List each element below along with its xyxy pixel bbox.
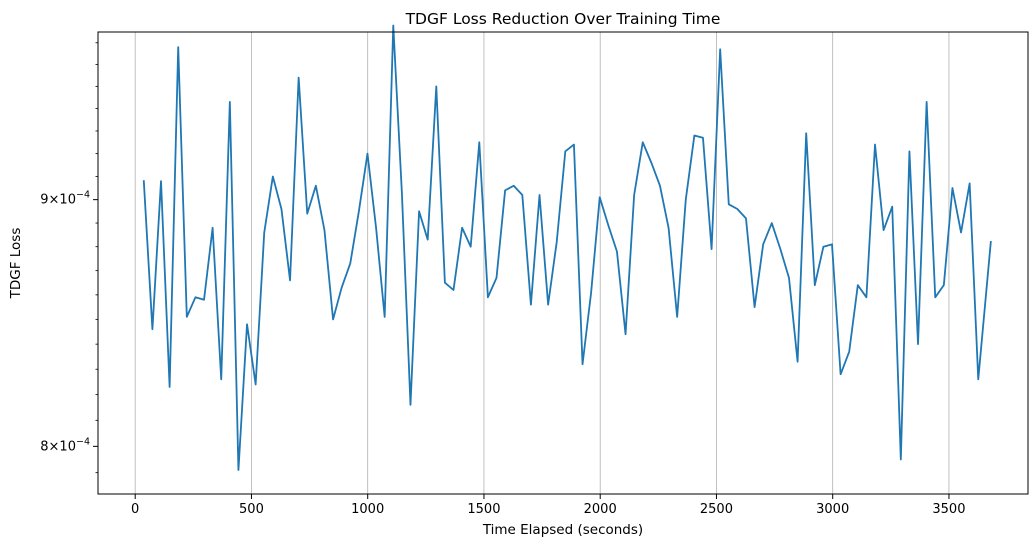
x-tick-label: 3500	[932, 502, 965, 517]
x-tick-label: 0	[131, 502, 139, 517]
x-tick-label: 3000	[816, 502, 849, 517]
x-axis-label: Time Elapsed (seconds)	[482, 522, 643, 538]
chart-title: TDGF Loss Reduction Over Training Time	[405, 10, 721, 28]
plot-area	[142, 24, 992, 471]
x-tick-label: 2500	[700, 502, 733, 517]
x-tick-label: 1500	[467, 502, 500, 517]
x-tick-label: 2000	[584, 502, 617, 517]
y-tick-label: 9×10−4	[40, 190, 90, 208]
axes-frame	[97, 31, 1029, 495]
grid-lines	[134, 32, 950, 494]
series-line-0	[142, 24, 992, 471]
y-tick-label: 8×10−4	[40, 436, 90, 454]
x-tick-label: 1000	[351, 502, 384, 517]
x-axis: 0 500 1000 1500 2000 2500 3000 3500	[131, 494, 965, 517]
x-tick-label: 500	[239, 502, 264, 517]
y-axis-label: TDGF Loss	[8, 228, 24, 300]
y-axis: 8×10−4 9×10−4	[40, 42, 98, 474]
